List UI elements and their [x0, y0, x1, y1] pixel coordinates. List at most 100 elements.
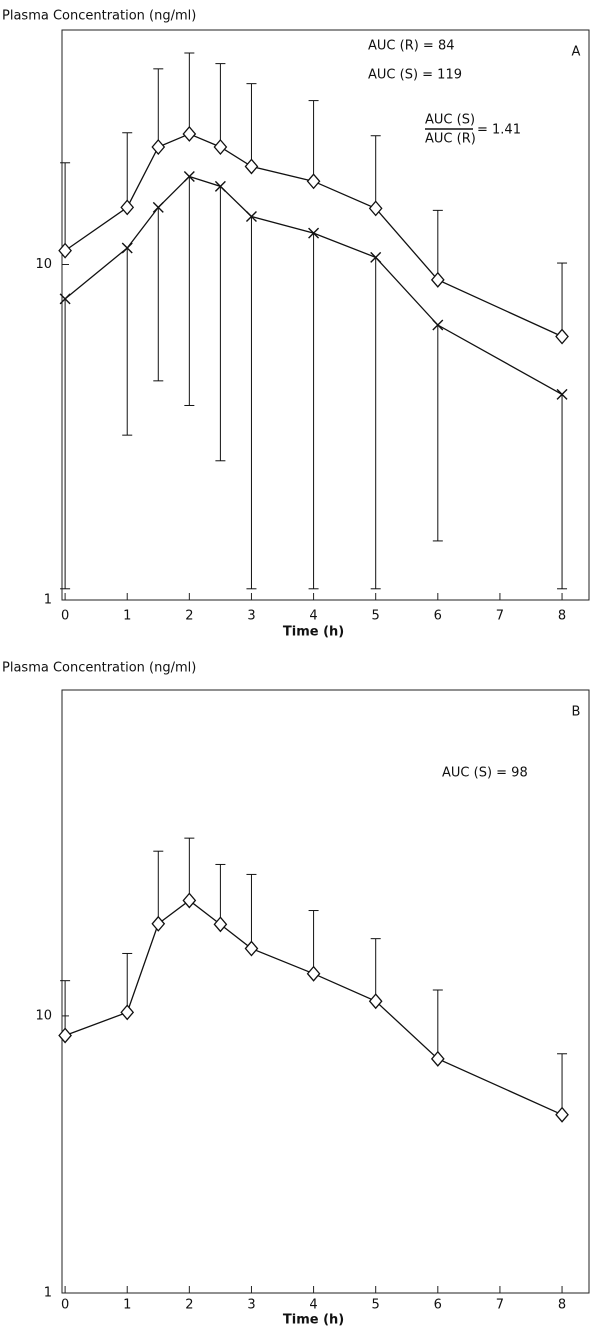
cross-marker	[183, 170, 195, 182]
error-bar	[184, 837, 195, 901]
annotation: AUC (S) = 119	[368, 68, 462, 83]
diamond-marker	[151, 138, 166, 155]
x-tick-label: 4	[309, 1298, 317, 1313]
diamond-marker	[306, 173, 321, 190]
diamond-marker	[244, 158, 259, 175]
panel-label: A	[572, 45, 581, 60]
cross-marker	[59, 293, 71, 305]
error-bar	[60, 298, 71, 590]
x-tick-label: 2	[185, 1298, 193, 1313]
cross-marker	[245, 211, 257, 223]
cross-marker	[556, 388, 568, 400]
error-bar	[215, 186, 226, 462]
error-bar	[432, 989, 443, 1059]
error-bar	[370, 938, 381, 1002]
y-tick-label: 1	[44, 593, 52, 608]
x-axis-label: Time (h)	[283, 1313, 344, 1328]
cross-marker	[214, 180, 226, 192]
diamond-marker	[58, 242, 72, 259]
error-bar	[308, 910, 319, 974]
diamond-marker	[182, 892, 197, 909]
panel-label: B	[572, 705, 581, 720]
error-bar	[215, 863, 226, 925]
diamond-marker	[244, 940, 259, 957]
cross-marker	[152, 201, 164, 213]
series-line	[64, 133, 563, 338]
diamond-marker	[58, 1027, 72, 1044]
x-tick-label: 6	[434, 1298, 442, 1313]
y-tick-label: 1	[44, 1286, 52, 1301]
error-bar	[370, 135, 381, 209]
x-tick-label: 7	[496, 609, 504, 624]
error-bar	[153, 207, 164, 382]
x-tick-label: 5	[372, 1298, 380, 1313]
y-tick-label: 10	[35, 257, 52, 272]
plot-frame	[61, 689, 590, 1294]
diamond-marker	[213, 916, 228, 933]
diamond-marker	[120, 199, 135, 216]
x-tick-label: 8	[558, 1298, 566, 1313]
x-tick-label: 1	[123, 609, 131, 624]
error-bar	[184, 176, 195, 406]
cross-marker	[370, 251, 382, 263]
error-bar	[557, 394, 568, 590]
series-line	[64, 175, 563, 395]
diamond-marker	[368, 200, 383, 217]
error-bar	[308, 233, 319, 590]
chart-title: Plasma Concentration (ng/ml)	[2, 9, 196, 24]
x-tick-label: 3	[247, 1298, 255, 1313]
x-tick-label: 3	[247, 609, 255, 624]
diamond-marker	[120, 1004, 135, 1021]
annotation: AUC (S) = 98	[442, 766, 528, 781]
error-bar	[308, 100, 319, 182]
error-bar	[246, 873, 257, 949]
error-bar	[153, 850, 164, 924]
cross-marker	[432, 319, 444, 331]
series-line	[64, 899, 563, 1116]
error-bar	[122, 952, 133, 1013]
x-tick-label: 1	[123, 1298, 131, 1313]
cross-marker	[308, 227, 320, 239]
chart-title: Plasma Concentration (ng/ml)	[2, 661, 196, 676]
x-tick-label: 5	[372, 609, 380, 624]
error-bar	[557, 262, 568, 337]
x-tick-label: 8	[558, 609, 566, 624]
diamond-marker	[151, 915, 166, 932]
y-tick-label: 10	[35, 1008, 52, 1023]
annotation: AUC (R) = 84	[368, 39, 455, 54]
plot-frame	[61, 29, 590, 601]
x-tick-label: 4	[309, 609, 317, 624]
diamond-marker	[430, 1050, 445, 1067]
diamond-marker	[430, 271, 445, 288]
x-tick-label: 2	[185, 609, 193, 624]
error-bar	[215, 63, 226, 147]
error-bar	[184, 52, 195, 134]
diamond-marker	[555, 1106, 569, 1123]
x-tick-label: 7	[496, 1298, 504, 1313]
diamond-marker	[182, 125, 197, 142]
error-bar	[432, 209, 443, 280]
x-tick-label: 0	[61, 609, 69, 624]
error-bar	[60, 980, 71, 1036]
diamond-marker	[213, 138, 228, 155]
cross-marker	[121, 242, 133, 254]
ratio-value: = 1.41	[477, 123, 521, 138]
error-bar	[246, 83, 257, 167]
x-axis-label: Time (h)	[283, 625, 344, 640]
ratio-numerator: AUC (S)	[425, 113, 475, 128]
error-bar	[246, 216, 257, 590]
diamond-marker	[368, 993, 383, 1010]
error-bar	[153, 68, 164, 147]
error-bar	[432, 325, 443, 542]
x-tick-label: 0	[61, 1298, 69, 1313]
error-bar	[60, 162, 71, 251]
error-bar	[370, 257, 381, 590]
error-bar	[122, 132, 133, 208]
diamond-marker	[555, 328, 569, 345]
error-bar	[122, 247, 133, 436]
ratio-denominator: AUC (R)	[425, 132, 476, 147]
error-bar	[557, 1053, 568, 1115]
x-tick-label: 6	[434, 609, 442, 624]
diamond-marker	[306, 965, 321, 982]
